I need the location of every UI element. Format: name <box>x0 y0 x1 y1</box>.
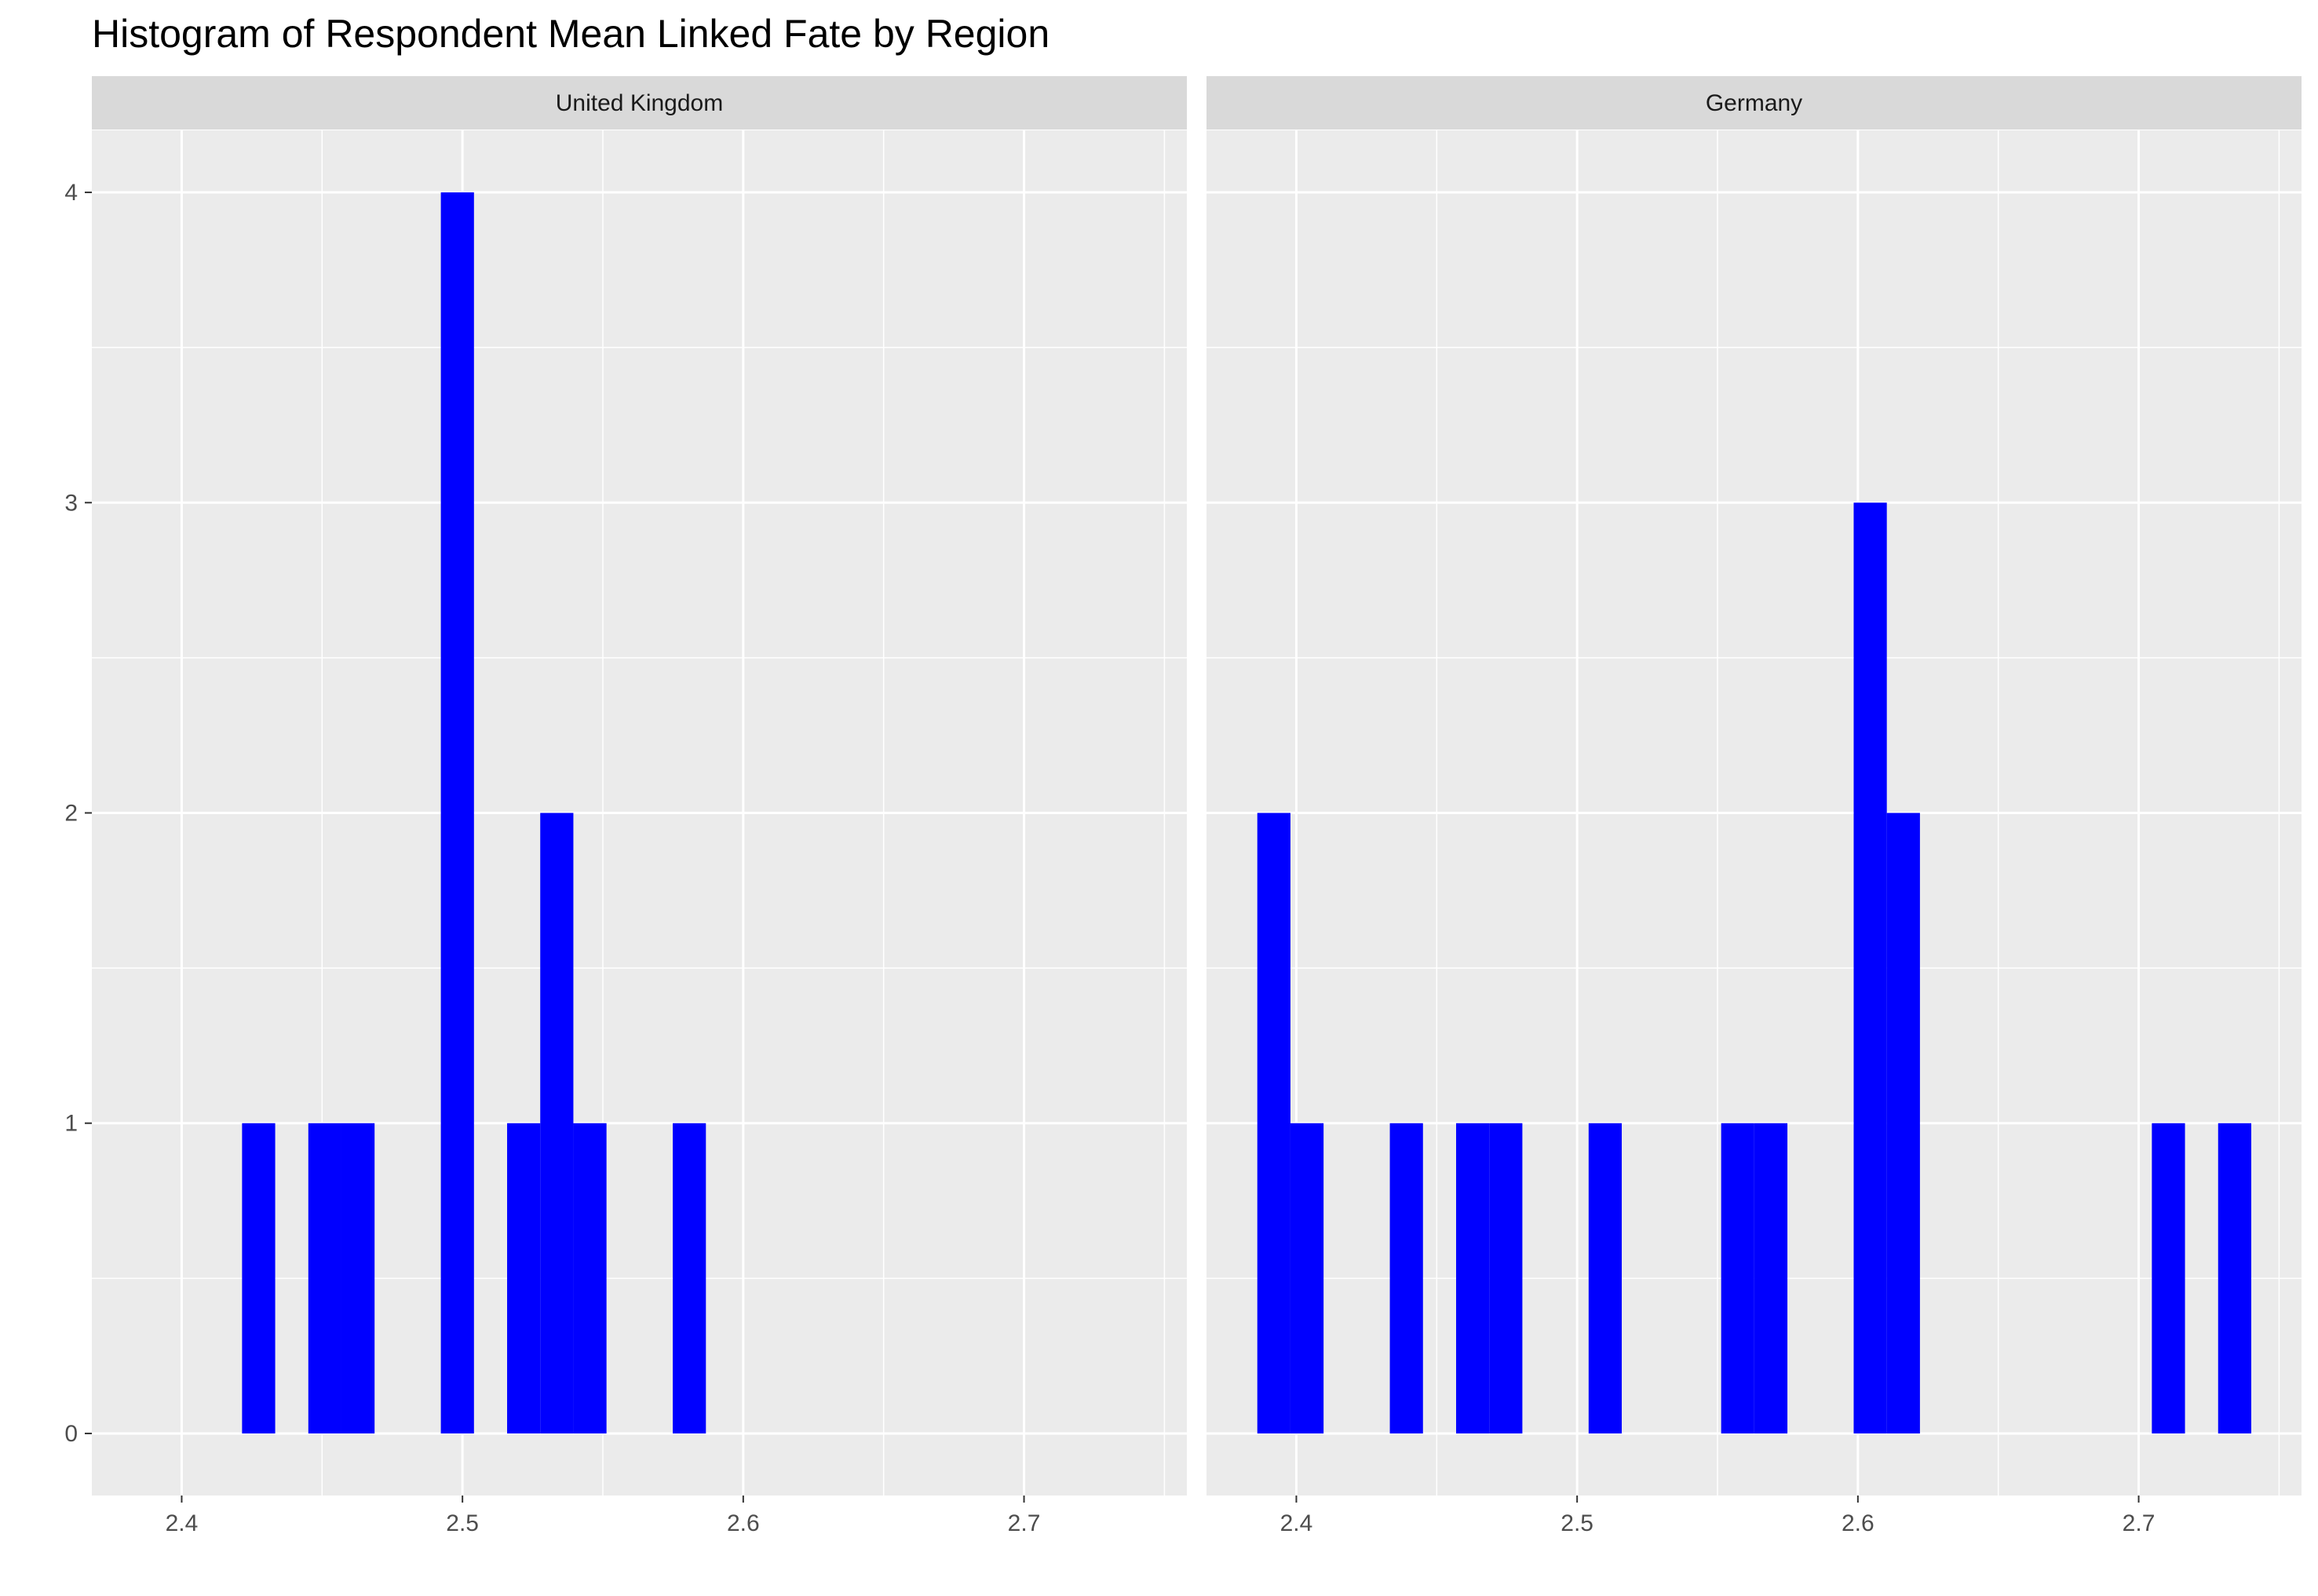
histogram-bar <box>1455 1123 1490 1433</box>
x-tick-label: 2.4 <box>1280 1510 1313 1536</box>
chart-title: Histogram of Respondent Mean Linked Fate… <box>92 12 1049 56</box>
x-tick-label: 2.4 <box>166 1510 199 1536</box>
histogram-bar <box>341 1123 375 1433</box>
x-tick-label: 2.6 <box>727 1510 760 1536</box>
facet-strip <box>92 76 1187 130</box>
facet-strip-label: Germany <box>1706 90 1802 116</box>
histogram-bar <box>242 1123 276 1433</box>
y-tick-label: 1 <box>64 1111 78 1137</box>
x-tick-label: 2.5 <box>1561 1510 1593 1536</box>
histogram-bar <box>1721 1123 1754 1433</box>
histogram-bar <box>1489 1123 1523 1433</box>
histogram-bar <box>1754 1123 1788 1433</box>
y-tick-label: 3 <box>64 490 78 516</box>
y-tick-label: 4 <box>64 180 78 206</box>
histogram-bar <box>440 192 474 1433</box>
histogram-bar <box>673 1123 706 1433</box>
histogram-bar <box>573 1123 607 1433</box>
facet-panels: United Kingdom 2.4 2.5 2.6 2.7 0 1 2 3 4 Germany 2.… <box>64 76 2302 1536</box>
histogram-bar <box>1886 813 1920 1433</box>
histogram-bar <box>1290 1123 1324 1433</box>
facet-strip-label: United Kingdom <box>556 90 723 116</box>
x-tick-label: 2.7 <box>1008 1510 1041 1536</box>
x-tick-label: 2.6 <box>1842 1510 1874 1536</box>
x-tick-label: 2.7 <box>2123 1510 2156 1536</box>
histogram-bar <box>2152 1123 2185 1433</box>
histogram-bar <box>1257 813 1290 1433</box>
histogram-bar <box>1853 502 1887 1433</box>
facet-strip <box>1206 76 2302 130</box>
x-tick-label: 2.5 <box>446 1510 479 1536</box>
histogram-bar <box>308 1123 341 1433</box>
facet-panel-united-kingdom: United Kingdom 2.4 2.5 2.6 2.7 0 1 2 3 4 <box>64 76 1187 1536</box>
histogram-bar <box>507 1123 541 1433</box>
histogram-bar <box>1389 1123 1423 1433</box>
histogram-bar <box>540 813 574 1433</box>
y-tick-label: 0 <box>64 1421 78 1447</box>
y-tick-label: 2 <box>64 801 78 827</box>
facet-panel-germany: Germany 2.4 2.5 2.6 2.7 <box>1206 76 2302 1536</box>
histogram-bar <box>2218 1123 2251 1433</box>
histogram-bar <box>1588 1123 1623 1433</box>
